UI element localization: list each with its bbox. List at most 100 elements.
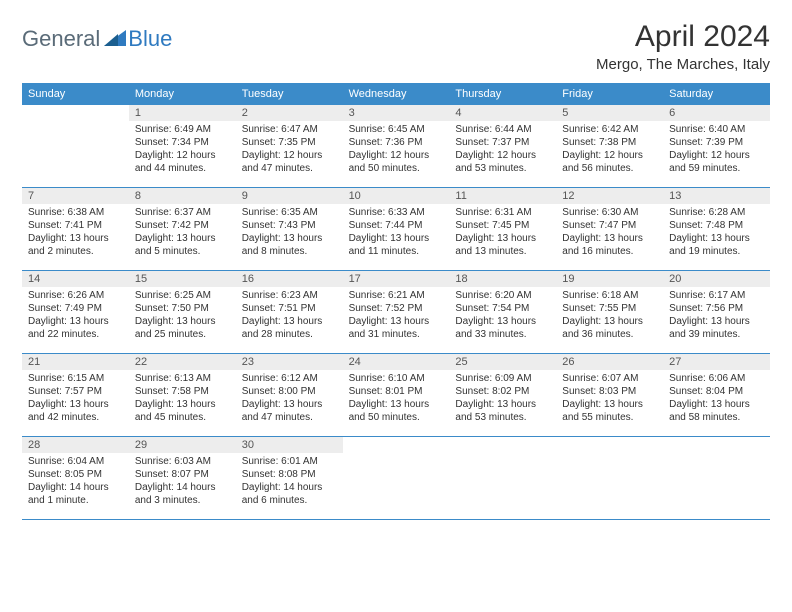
logo: General Blue bbox=[22, 26, 172, 52]
sunrise-text: Sunrise: 6:30 AM bbox=[562, 206, 657, 219]
daylight-text: Daylight: 12 hours and 47 minutes. bbox=[242, 149, 337, 175]
sunset-text: Sunset: 7:47 PM bbox=[562, 219, 657, 232]
sunrise-text: Sunrise: 6:38 AM bbox=[28, 206, 123, 219]
day-info: Sunrise: 6:20 AMSunset: 7:54 PMDaylight:… bbox=[449, 287, 556, 345]
sunrise-text: Sunrise: 6:42 AM bbox=[562, 123, 657, 136]
daylight-text: Daylight: 13 hours and 28 minutes. bbox=[242, 315, 337, 341]
sunrise-text: Sunrise: 6:01 AM bbox=[242, 455, 337, 468]
day-number: 17 bbox=[343, 271, 450, 287]
sunset-text: Sunset: 7:39 PM bbox=[669, 136, 764, 149]
day-cell: 7Sunrise: 6:38 AMSunset: 7:41 PMDaylight… bbox=[22, 188, 129, 270]
week-row: 21Sunrise: 6:15 AMSunset: 7:57 PMDayligh… bbox=[22, 354, 770, 437]
sunset-text: Sunset: 7:57 PM bbox=[28, 385, 123, 398]
sunset-text: Sunset: 7:50 PM bbox=[135, 302, 230, 315]
day-number: 15 bbox=[129, 271, 236, 287]
sunset-text: Sunset: 8:08 PM bbox=[242, 468, 337, 481]
day-header: Tuesday bbox=[236, 83, 343, 105]
sunrise-text: Sunrise: 6:21 AM bbox=[349, 289, 444, 302]
day-number: 7 bbox=[22, 188, 129, 204]
day-info: Sunrise: 6:12 AMSunset: 8:00 PMDaylight:… bbox=[236, 370, 343, 428]
daylight-text: Daylight: 12 hours and 44 minutes. bbox=[135, 149, 230, 175]
day-number: 18 bbox=[449, 271, 556, 287]
day-info: Sunrise: 6:35 AMSunset: 7:43 PMDaylight:… bbox=[236, 204, 343, 262]
sunset-text: Sunset: 8:05 PM bbox=[28, 468, 123, 481]
day-info: Sunrise: 6:45 AMSunset: 7:36 PMDaylight:… bbox=[343, 121, 450, 179]
week-row: 1Sunrise: 6:49 AMSunset: 7:34 PMDaylight… bbox=[22, 105, 770, 188]
day-cell bbox=[343, 437, 450, 519]
day-number: 19 bbox=[556, 271, 663, 287]
day-header: Friday bbox=[556, 83, 663, 105]
day-info: Sunrise: 6:23 AMSunset: 7:51 PMDaylight:… bbox=[236, 287, 343, 345]
day-cell: 12Sunrise: 6:30 AMSunset: 7:47 PMDayligh… bbox=[556, 188, 663, 270]
day-cell: 10Sunrise: 6:33 AMSunset: 7:44 PMDayligh… bbox=[343, 188, 450, 270]
sunset-text: Sunset: 7:52 PM bbox=[349, 302, 444, 315]
day-cell: 4Sunrise: 6:44 AMSunset: 7:37 PMDaylight… bbox=[449, 105, 556, 187]
day-number: 2 bbox=[236, 105, 343, 121]
day-number: 1 bbox=[129, 105, 236, 121]
day-number: 30 bbox=[236, 437, 343, 453]
sunrise-text: Sunrise: 6:40 AM bbox=[669, 123, 764, 136]
sunset-text: Sunset: 7:42 PM bbox=[135, 219, 230, 232]
day-cell: 29Sunrise: 6:03 AMSunset: 8:07 PMDayligh… bbox=[129, 437, 236, 519]
day-cell: 22Sunrise: 6:13 AMSunset: 7:58 PMDayligh… bbox=[129, 354, 236, 436]
daylight-text: Daylight: 13 hours and 45 minutes. bbox=[135, 398, 230, 424]
day-number: 25 bbox=[449, 354, 556, 370]
day-cell: 9Sunrise: 6:35 AMSunset: 7:43 PMDaylight… bbox=[236, 188, 343, 270]
week-row: 28Sunrise: 6:04 AMSunset: 8:05 PMDayligh… bbox=[22, 437, 770, 520]
daylight-text: Daylight: 12 hours and 59 minutes. bbox=[669, 149, 764, 175]
day-cell: 15Sunrise: 6:25 AMSunset: 7:50 PMDayligh… bbox=[129, 271, 236, 353]
day-cell: 18Sunrise: 6:20 AMSunset: 7:54 PMDayligh… bbox=[449, 271, 556, 353]
day-number: 13 bbox=[663, 188, 770, 204]
sunrise-text: Sunrise: 6:45 AM bbox=[349, 123, 444, 136]
sunrise-text: Sunrise: 6:35 AM bbox=[242, 206, 337, 219]
daylight-text: Daylight: 13 hours and 47 minutes. bbox=[242, 398, 337, 424]
day-cell: 6Sunrise: 6:40 AMSunset: 7:39 PMDaylight… bbox=[663, 105, 770, 187]
sunset-text: Sunset: 7:56 PM bbox=[669, 302, 764, 315]
day-info: Sunrise: 6:47 AMSunset: 7:35 PMDaylight:… bbox=[236, 121, 343, 179]
day-number: 5 bbox=[556, 105, 663, 121]
day-number: 27 bbox=[663, 354, 770, 370]
day-cell: 28Sunrise: 6:04 AMSunset: 8:05 PMDayligh… bbox=[22, 437, 129, 519]
day-info: Sunrise: 6:03 AMSunset: 8:07 PMDaylight:… bbox=[129, 453, 236, 511]
day-header: Sunday bbox=[22, 83, 129, 105]
daylight-text: Daylight: 14 hours and 3 minutes. bbox=[135, 481, 230, 507]
sunrise-text: Sunrise: 6:18 AM bbox=[562, 289, 657, 302]
day-header: Saturday bbox=[663, 83, 770, 105]
calendar: SundayMondayTuesdayWednesdayThursdayFrid… bbox=[22, 83, 770, 520]
day-info: Sunrise: 6:28 AMSunset: 7:48 PMDaylight:… bbox=[663, 204, 770, 262]
day-cell: 26Sunrise: 6:07 AMSunset: 8:03 PMDayligh… bbox=[556, 354, 663, 436]
sunset-text: Sunset: 7:34 PM bbox=[135, 136, 230, 149]
day-cell: 5Sunrise: 6:42 AMSunset: 7:38 PMDaylight… bbox=[556, 105, 663, 187]
sunset-text: Sunset: 7:43 PM bbox=[242, 219, 337, 232]
day-header: Wednesday bbox=[343, 83, 450, 105]
day-info: Sunrise: 6:49 AMSunset: 7:34 PMDaylight:… bbox=[129, 121, 236, 179]
day-cell bbox=[22, 105, 129, 187]
day-number: 6 bbox=[663, 105, 770, 121]
daylight-text: Daylight: 13 hours and 36 minutes. bbox=[562, 315, 657, 341]
day-number: 12 bbox=[556, 188, 663, 204]
day-cell: 21Sunrise: 6:15 AMSunset: 7:57 PMDayligh… bbox=[22, 354, 129, 436]
logo-text-blue: Blue bbox=[128, 26, 172, 52]
sunset-text: Sunset: 8:03 PM bbox=[562, 385, 657, 398]
day-number: 21 bbox=[22, 354, 129, 370]
day-cell: 30Sunrise: 6:01 AMSunset: 8:08 PMDayligh… bbox=[236, 437, 343, 519]
daylight-text: Daylight: 13 hours and 2 minutes. bbox=[28, 232, 123, 258]
sunrise-text: Sunrise: 6:37 AM bbox=[135, 206, 230, 219]
day-info: Sunrise: 6:09 AMSunset: 8:02 PMDaylight:… bbox=[449, 370, 556, 428]
daylight-text: Daylight: 13 hours and 5 minutes. bbox=[135, 232, 230, 258]
day-number: 8 bbox=[129, 188, 236, 204]
day-header-row: SundayMondayTuesdayWednesdayThursdayFrid… bbox=[22, 83, 770, 105]
sunrise-text: Sunrise: 6:12 AM bbox=[242, 372, 337, 385]
day-info: Sunrise: 6:40 AMSunset: 7:39 PMDaylight:… bbox=[663, 121, 770, 179]
day-number: 4 bbox=[449, 105, 556, 121]
sunset-text: Sunset: 7:49 PM bbox=[28, 302, 123, 315]
sunrise-text: Sunrise: 6:04 AM bbox=[28, 455, 123, 468]
sunset-text: Sunset: 7:51 PM bbox=[242, 302, 337, 315]
daylight-text: Daylight: 13 hours and 39 minutes. bbox=[669, 315, 764, 341]
sunset-text: Sunset: 7:35 PM bbox=[242, 136, 337, 149]
daylight-text: Daylight: 13 hours and 33 minutes. bbox=[455, 315, 550, 341]
daylight-text: Daylight: 12 hours and 53 minutes. bbox=[455, 149, 550, 175]
sunset-text: Sunset: 7:45 PM bbox=[455, 219, 550, 232]
day-cell: 19Sunrise: 6:18 AMSunset: 7:55 PMDayligh… bbox=[556, 271, 663, 353]
day-cell: 11Sunrise: 6:31 AMSunset: 7:45 PMDayligh… bbox=[449, 188, 556, 270]
